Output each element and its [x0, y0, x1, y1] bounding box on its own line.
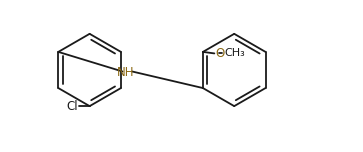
Text: O: O [215, 47, 224, 60]
Text: CH₃: CH₃ [224, 48, 245, 58]
Text: NH: NH [117, 66, 135, 79]
Text: Cl: Cl [66, 100, 78, 113]
